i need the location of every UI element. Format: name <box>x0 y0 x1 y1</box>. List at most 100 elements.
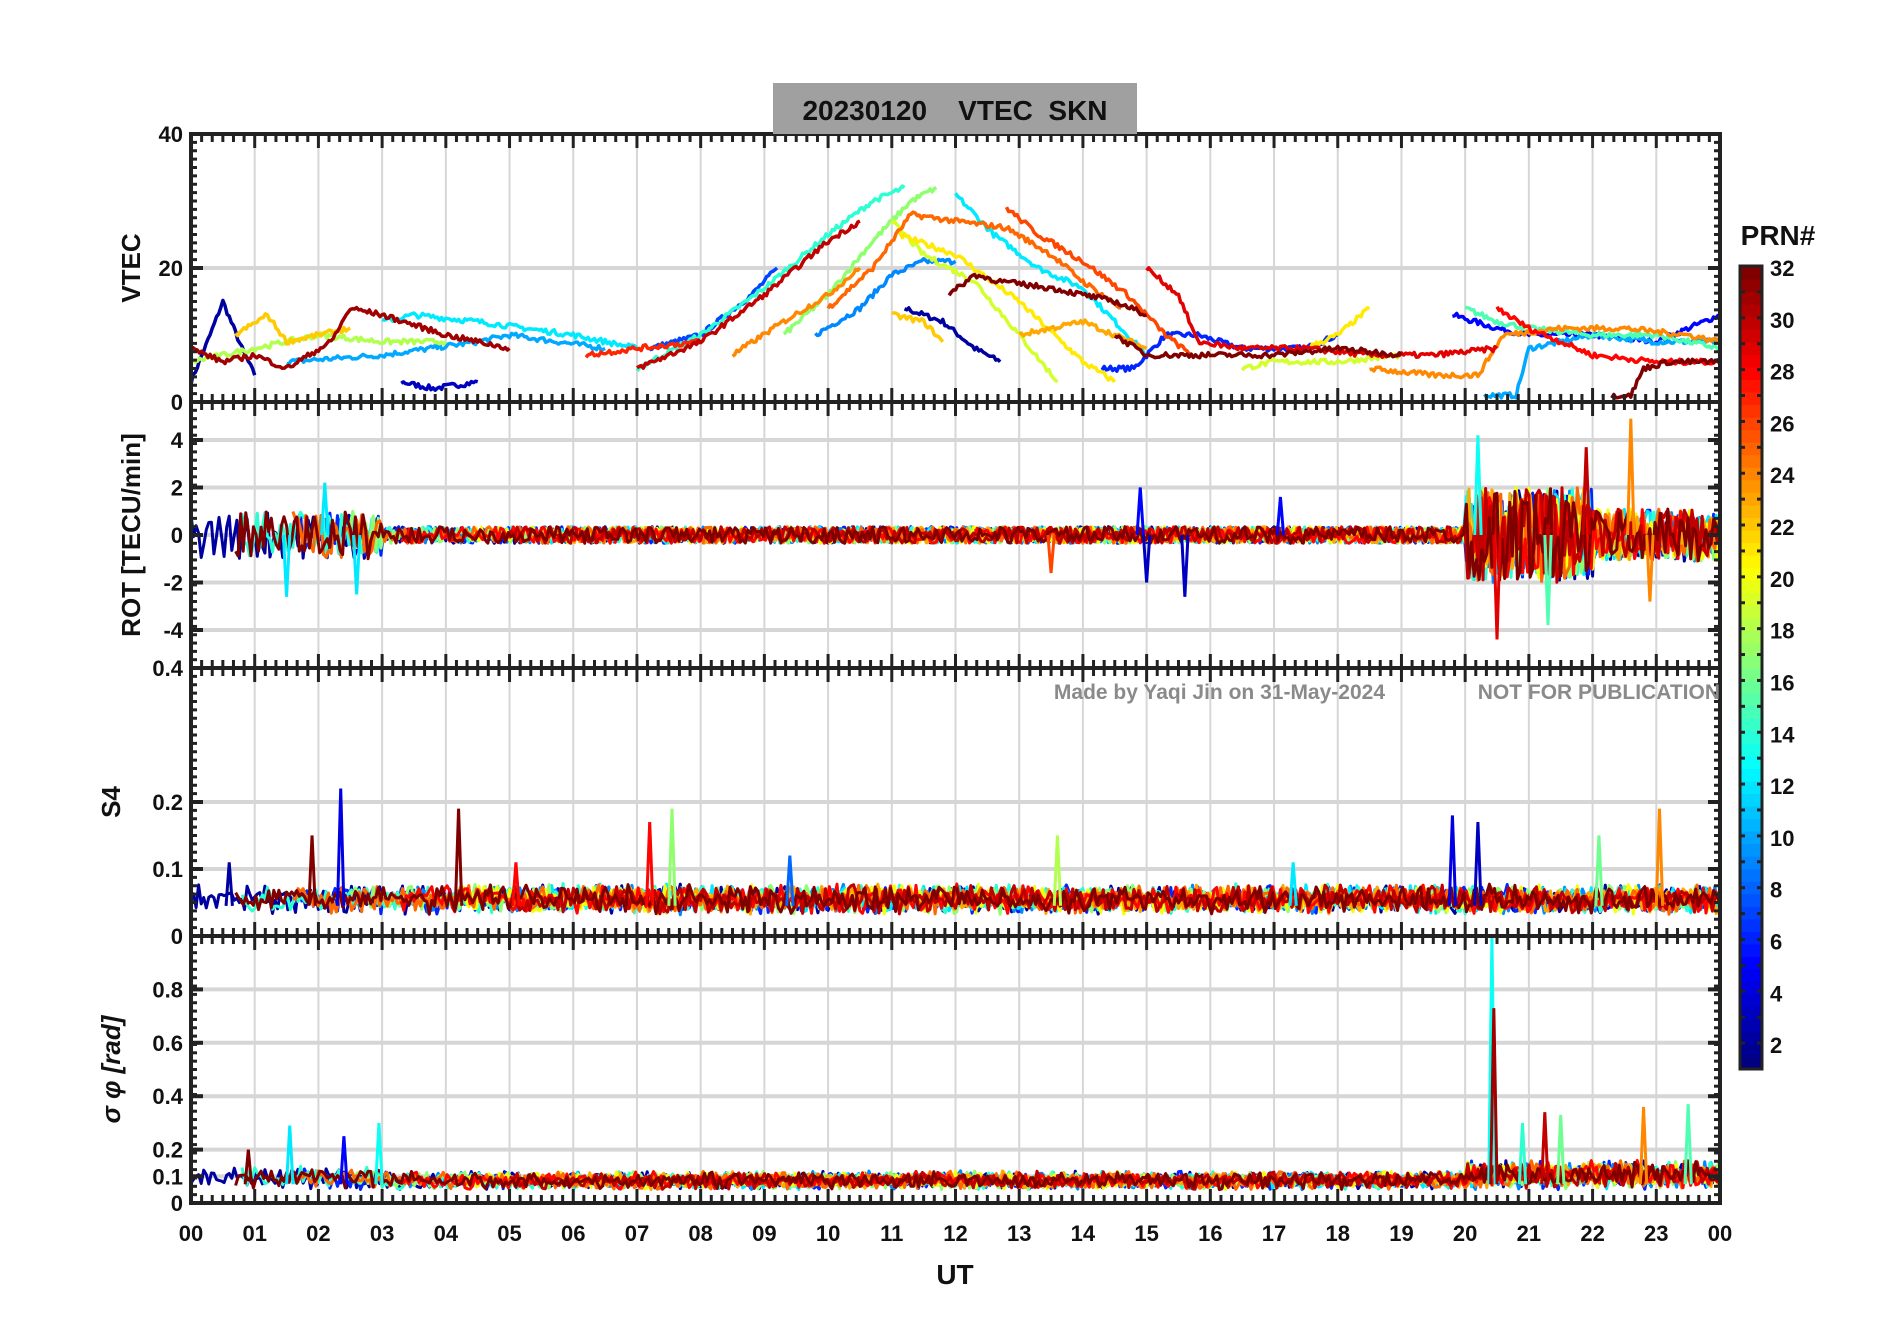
x-tick-label: 04 <box>434 1221 459 1246</box>
colorbar-swatch <box>1740 316 1762 330</box>
series-line-prn-22 <box>891 311 945 343</box>
spike-prn-24 <box>1626 418 1636 536</box>
colorbar-swatch <box>1740 378 1762 393</box>
series-line-prn-17 <box>782 186 938 336</box>
spike-prn-15 <box>1683 1104 1693 1185</box>
colorbar-tick-label: 12 <box>1770 774 1794 799</box>
x-tick-label: 10 <box>816 1221 840 1246</box>
spike-prn-12 <box>285 1125 295 1185</box>
colorbar-swatch <box>1740 466 1762 481</box>
spike-prn-8 <box>785 855 795 906</box>
y-tick-label: 0.2 <box>152 790 183 815</box>
series-line-prn-9 <box>814 257 957 338</box>
colorbar-tick-label: 4 <box>1770 981 1783 1006</box>
colorbar-tick-label: 28 <box>1770 360 1794 385</box>
spike-prn-17 <box>667 808 677 906</box>
colorbar-swatch <box>1740 642 1762 656</box>
spike-prn-26 <box>1046 534 1056 574</box>
series-noise-prn-32 <box>234 487 1720 582</box>
colorbar-swatch <box>1740 780 1762 794</box>
spike-prn-5 <box>1135 487 1145 536</box>
colorbar-swatch <box>1740 654 1762 669</box>
colorbar-swatch <box>1740 993 1762 1008</box>
x-tick-label: 20 <box>1453 1221 1477 1246</box>
colorbar-swatch <box>1740 855 1762 870</box>
spike-prn-30 <box>1581 447 1591 536</box>
colorbar-tick-label: 24 <box>1770 463 1795 488</box>
colorbar-swatch <box>1740 529 1762 544</box>
colorbar-swatch <box>1740 341 1762 355</box>
colorbar-swatch <box>1740 1018 1762 1033</box>
series-line-prn-15 <box>1464 305 1720 351</box>
y-tick-label: -4 <box>163 618 183 643</box>
colorbar-swatch <box>1740 843 1762 857</box>
colorbar-tick-label: 30 <box>1770 308 1794 333</box>
series-line-prn-30 <box>636 219 861 370</box>
spike-prn-3 <box>1473 822 1483 906</box>
spike-prn-30 <box>1540 1112 1550 1185</box>
series-line-prn-32 <box>1113 334 1403 360</box>
series-group <box>191 184 1720 400</box>
colorbar-swatch <box>1740 956 1762 970</box>
colorbar-swatch <box>1740 328 1762 343</box>
colorbar-swatch <box>1740 730 1762 744</box>
x-tick-label: 17 <box>1262 1221 1286 1246</box>
y-tick-label: 0.1 <box>152 857 183 882</box>
colorbar-swatch <box>1740 579 1762 594</box>
series-noise-prn-32 <box>234 882 1720 916</box>
colorbar-swatch <box>1740 1043 1762 1058</box>
series-line-prn-32 <box>1610 357 1720 400</box>
colorbar-swatch <box>1740 667 1762 682</box>
spike-prn-29 <box>1492 534 1502 640</box>
colorbar-tick-label: 14 <box>1770 722 1795 747</box>
series-line-prn-32 <box>947 272 1148 318</box>
series-line-prn-21 <box>897 230 1117 384</box>
series-line-prn-19 <box>890 219 1059 384</box>
series-line-prn-19 <box>1240 352 1403 372</box>
series-line-prn-25 <box>826 210 1122 310</box>
colorbar-swatch <box>1740 454 1762 468</box>
x-tick-label: 21 <box>1517 1221 1541 1246</box>
colorbar-swatch <box>1740 429 1762 443</box>
spike-prn-24 <box>1654 808 1665 906</box>
x-tick-label: 07 <box>625 1221 649 1246</box>
x-tick-label: 15 <box>1134 1221 1158 1246</box>
spike-prn-28 <box>511 862 521 906</box>
colorbar-tick-label: 32 <box>1770 256 1794 281</box>
series-line-prn-12 <box>954 192 1147 357</box>
colorbar-swatch <box>1740 441 1762 456</box>
x-tick-label: 16 <box>1198 1221 1222 1246</box>
colorbar-swatch <box>1740 717 1762 732</box>
spike-prn-32 <box>453 808 464 906</box>
colorbar-swatch <box>1740 391 1762 406</box>
colorbar-swatch <box>1740 767 1762 782</box>
colorbar-swatch <box>1740 353 1762 368</box>
series-line-prn-31 <box>191 305 511 371</box>
x-tick-label: 06 <box>561 1221 585 1246</box>
x-tick-label: 02 <box>306 1221 330 1246</box>
x-axis-label: UT <box>936 1259 973 1290</box>
panel-vtec: 0 20 40 VTEC <box>116 122 1722 415</box>
colorbar-title: PRN# <box>1741 220 1816 251</box>
colorbar-swatch <box>1740 893 1762 907</box>
spike-prn-16 <box>1594 835 1604 906</box>
x-tick-label: 00 <box>179 1221 203 1246</box>
colorbar-swatch <box>1740 404 1762 418</box>
colorbar-swatch <box>1740 905 1762 920</box>
y-tick-label: 0.8 <box>152 977 183 1002</box>
spike-prn-12 <box>1288 862 1298 906</box>
spike-prn-5 <box>1275 496 1286 536</box>
colorbar-swatch <box>1740 303 1762 318</box>
spike-prn-12 <box>281 534 292 597</box>
colorbar-tick-label: 6 <box>1770 929 1782 954</box>
watermark-author: Made by Yaqi Jin on 31-May-2024 <box>1054 681 1385 704</box>
x-tick-label: 11 <box>880 1221 903 1246</box>
colorbar-tick-label: 8 <box>1770 878 1782 903</box>
y-axis-label: VTEC <box>116 233 146 303</box>
series-line-prn-2 <box>903 306 1002 364</box>
series-group <box>191 788 1720 917</box>
x-tick-label: 01 <box>242 1221 266 1246</box>
spike-prn-5 <box>339 1136 349 1185</box>
colorbar-swatch <box>1740 705 1762 719</box>
colorbar-swatch <box>1740 742 1762 757</box>
